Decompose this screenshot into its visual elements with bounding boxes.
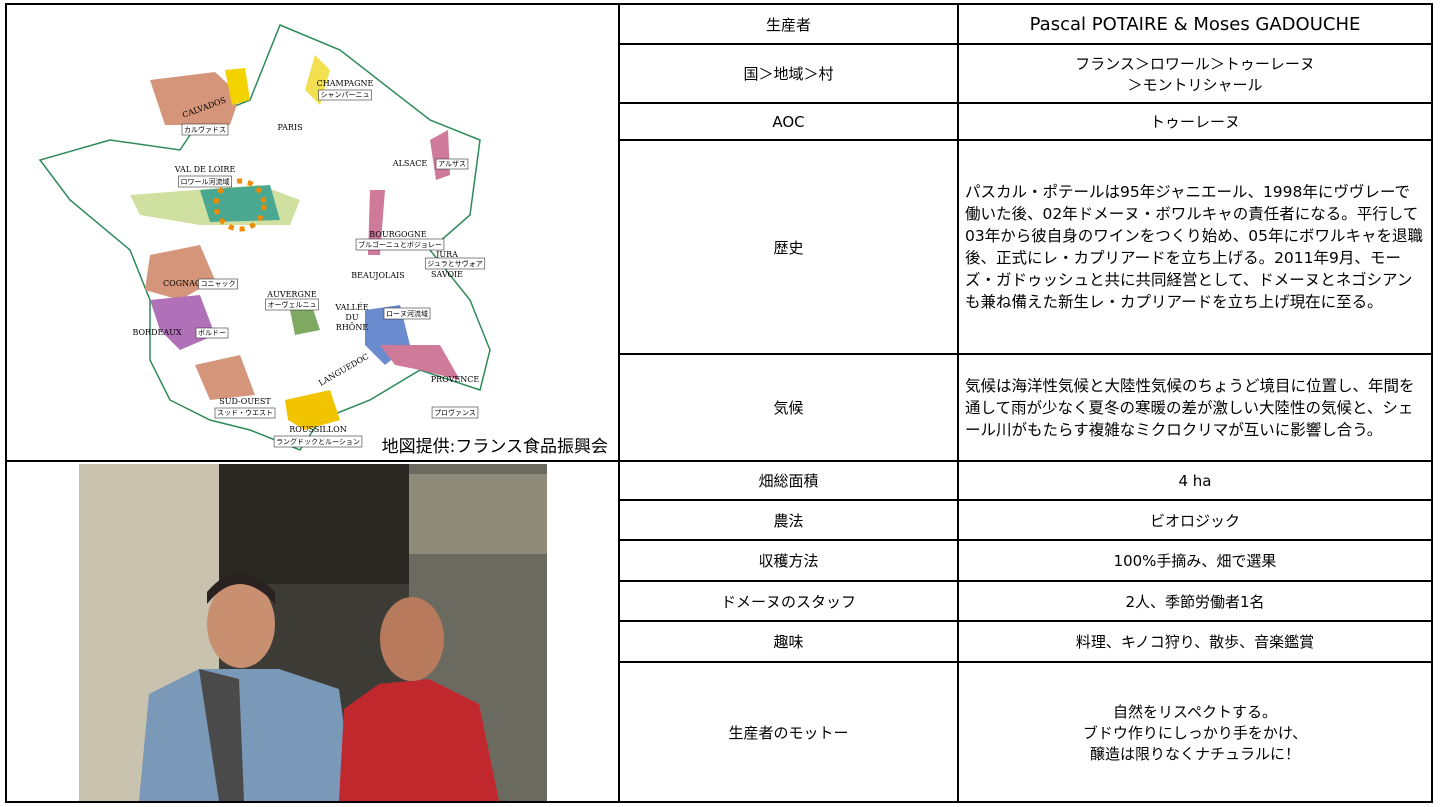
row-value: 4 ha: [958, 461, 1432, 500]
row-label: AOC: [619, 103, 958, 140]
row-value: Pascal POTAIRE & Moses GADOUCHE: [958, 4, 1432, 44]
producer-photo: [79, 464, 547, 801]
highlight: [213, 178, 267, 232]
row-value: フランス＞ロワール＞トゥーレーヌ ＞モントリシャール: [958, 44, 1432, 103]
value-line: フランス＞ロワール＞トゥーレーヌ: [1075, 54, 1315, 73]
map-label: CHAMPAGNE: [317, 79, 374, 88]
map-label: PARIS: [277, 123, 302, 132]
map-label: DU: [345, 313, 358, 322]
label-box: [181, 123, 229, 136]
map-caption: 地図提供:フランス食品振興会: [382, 437, 608, 457]
row-value: ビオロジック: [958, 500, 1432, 540]
value-line: 醸造は限りなくナチュラルに！: [1089, 744, 1300, 763]
row-label: 歴史: [619, 140, 958, 354]
value-line: ＞モントリシャール: [1127, 75, 1263, 94]
label-box: [424, 257, 486, 270]
row-label: ドメーヌのスタッフ: [619, 581, 958, 621]
label-box: [431, 406, 479, 419]
map-label: JURA: [435, 250, 458, 259]
map-label: SAVOIE: [431, 270, 463, 279]
label-box: [214, 407, 276, 419]
map-label: ROUSSILLON: [289, 425, 347, 434]
row-label: 気候: [619, 354, 958, 461]
map-label: ジュラとサヴォア: [427, 259, 483, 268]
map-label: SUD-OUEST: [219, 397, 271, 406]
region: [145, 245, 215, 300]
map-label: ALSACE: [392, 159, 427, 168]
row-label: 趣味: [619, 621, 958, 662]
region: [285, 390, 340, 430]
photo-cell: [6, 461, 619, 802]
row-paragraph: 気候は海洋性気候と大陸性気候のちょうど境目に位置し、年間を通して雨が少なく夏冬の…: [958, 354, 1432, 461]
map: 地図提供:フランス食品振興会 CHAMPAGNEシャンパーニュCALVADOSカ…: [38, 24, 608, 457]
map-label: BEAUJOLAIS: [351, 271, 405, 280]
map-label: アルザス: [438, 160, 466, 168]
map-label: VALLÉE: [334, 303, 368, 312]
label-box: [355, 238, 445, 251]
map-cell: 地図提供:フランス食品振興会 CHAMPAGNE シャンパーニュ CALVADOS カ…: [6, 4, 619, 461]
map-label: プロヴァンス: [434, 408, 476, 417]
label-box: [273, 435, 363, 448]
label-box: [195, 327, 229, 339]
region: [305, 55, 330, 105]
map-label: ラングドックとルーション: [276, 437, 360, 446]
row-label: 畑総面積: [619, 461, 958, 500]
row-value: トゥーレーヌ: [958, 103, 1432, 140]
row-label: 農法: [619, 500, 958, 540]
map-label: ローヌ河流域: [386, 309, 428, 318]
label-box: [318, 89, 372, 101]
map-label: スッド・ウエスト: [217, 409, 273, 417]
map-label: カルヴァドス: [184, 125, 226, 134]
map-label: RHÔNE: [336, 323, 369, 332]
label-box: [178, 175, 232, 188]
row-value: 2人、季節労働者1名: [958, 581, 1432, 621]
region: [380, 345, 460, 380]
row-label: 生産者: [619, 4, 958, 44]
map-label: ボルドー: [198, 329, 226, 337]
map-label: BOURGOGNE: [369, 230, 427, 239]
label-box: [383, 307, 431, 320]
map-label: PROVENCE: [431, 375, 480, 384]
value-line: ブドウ作りにしっかり手をかけ、: [1082, 723, 1308, 742]
row-label: 収穫方法: [619, 540, 958, 581]
map-label: ブルゴーニュとボジョレー: [358, 240, 442, 249]
region: [195, 355, 255, 400]
row-value: 自然をリスペクトする。ブドウ作りにしっかり手をかけ、 醸造は限りなくナチュラルに！: [958, 662, 1432, 802]
map-label: シャンパーニュ: [321, 91, 370, 99]
map-label: AUVERGNE: [266, 290, 317, 299]
row-paragraph: パスカル・ポテールは95年ジャニエール、1998年にヴヴレーで働いた後、02年ド…: [958, 140, 1432, 354]
label-box: [265, 298, 319, 311]
row-value: 料理、キノコ狩り、散歩、音楽鑑賞: [958, 621, 1432, 662]
map-label: コニャック: [201, 280, 236, 288]
map-label: ロワール河流域: [181, 177, 230, 186]
region: [225, 68, 250, 105]
label-box: [198, 278, 238, 290]
map-label: VAL DE LOIRE: [174, 165, 236, 174]
value-line: 自然をリスペクトする。: [1113, 702, 1277, 721]
region: [150, 72, 240, 125]
region: [200, 185, 280, 222]
row-label: 国＞地域＞村: [619, 44, 958, 103]
map-label: BORDEAUX: [132, 328, 181, 337]
row-label: 生産者のモットー: [619, 662, 958, 802]
row-value: 100%手摘み、畑で選果: [958, 540, 1432, 581]
label-box: [435, 158, 469, 170]
map-label: オーヴェルニュ: [268, 300, 317, 309]
map-label: COGNAC: [163, 279, 201, 288]
